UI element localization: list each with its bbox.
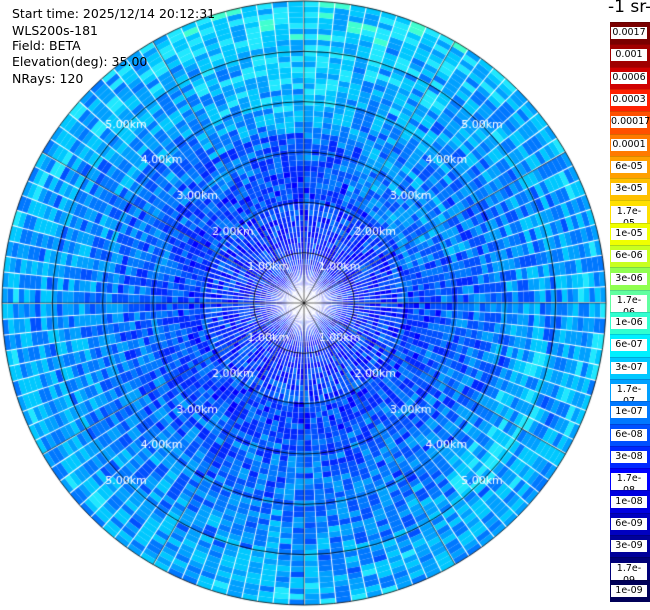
start-time-label: Start time: 2025/12/14 20:12:31 <box>12 6 216 21</box>
colorbar-tick-label: 3e-05 <box>611 183 647 196</box>
colorbar-tick-label: 0.0001 <box>611 138 647 151</box>
colorbar-tick-label: 1e-09 <box>611 584 647 597</box>
colorbar-tick-label: 1e-08 <box>611 495 647 508</box>
colorbar-tick-label: 0.0017 <box>611 27 647 40</box>
colorbar-tick-label: 6e-09 <box>611 517 647 530</box>
elevation-label: Elevation(deg): 35.00 <box>12 54 148 69</box>
colorbar-tick-label: 0.0006 <box>611 71 647 84</box>
colorbar-tick-label: 6e-05 <box>611 161 647 173</box>
colorbar-tick-label: 3e-06 <box>611 272 647 285</box>
colorbar-tick-label: 6e-07 <box>611 339 647 352</box>
colorbar-tick-label: 3e-09 <box>611 540 647 553</box>
colorbar-tick-label: 6e-08 <box>611 428 647 441</box>
colorbar: 0.0017 0.001 0.0006 0.0003 0.00017 0.0001 6e-0… <box>610 22 650 603</box>
colorbar-tick-label: 6e-06 <box>611 250 647 263</box>
colorbar-unit-label: -1 sr- <box>608 0 650 17</box>
colorbar-tick-label: 3e-08 <box>611 451 647 463</box>
nrays-label: NRays: 120 <box>12 71 84 86</box>
colorbar-tick-label: 0.0003 <box>611 94 647 107</box>
colorbar-tick-label: 3e-07 <box>611 361 647 374</box>
colorbar-tick-label: 1e-06 <box>611 317 647 330</box>
colorbar-tick-label: 0.00017 <box>611 116 650 129</box>
ppi-scan-canvas <box>0 0 610 610</box>
instrument-label: WLS200s-181 <box>12 23 98 38</box>
field-label: Field: BETA <box>12 38 81 53</box>
colorbar-tick-label: 1e-05 <box>611 227 647 240</box>
colorbar-tick-label: 1e-07 <box>611 406 647 419</box>
colorbar-tick-label: 0.001 <box>611 49 647 62</box>
